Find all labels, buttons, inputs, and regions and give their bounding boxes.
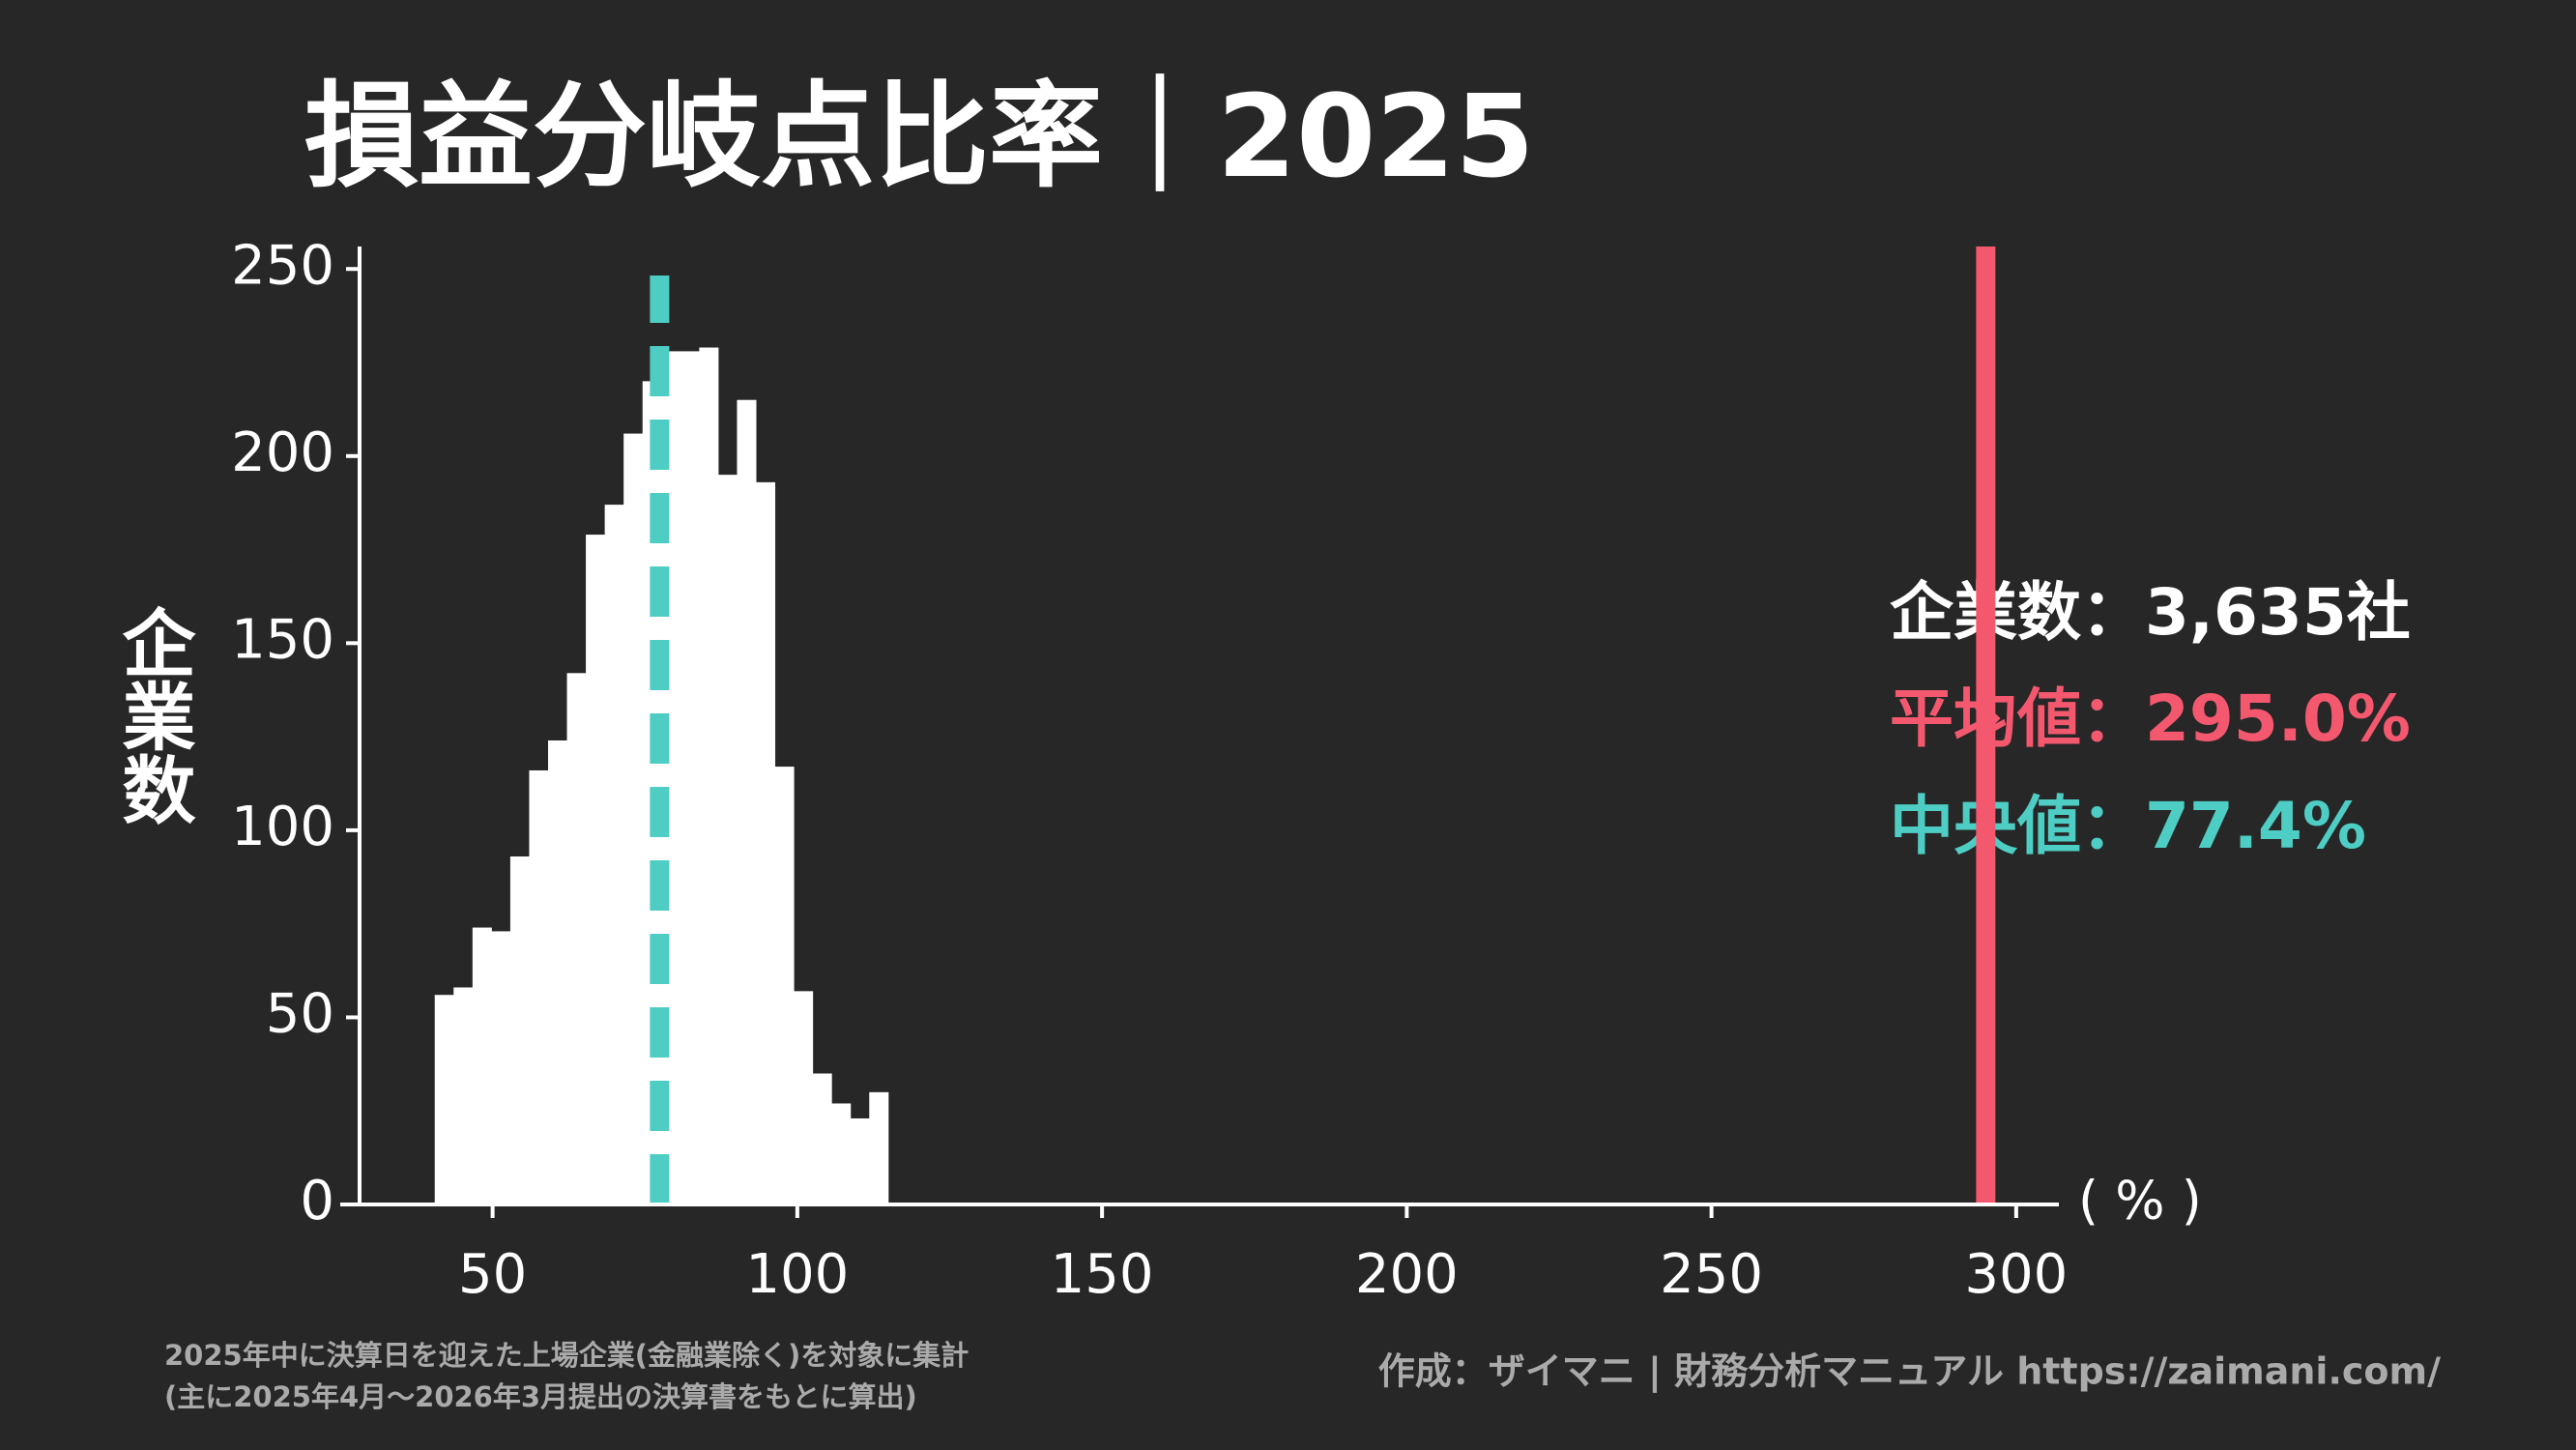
- x-tick-label: 300: [1964, 1243, 2068, 1306]
- footnote: 2025年中に決算日を迎えた上場企業(金融業除く)を対象に集計: [164, 1339, 969, 1372]
- median-annotation: 中央値：77.4%: [1890, 789, 2366, 863]
- x-tick-label: 100: [745, 1243, 849, 1306]
- x-tick-label: 200: [1355, 1243, 1459, 1306]
- bar: [850, 1117, 870, 1204]
- bar: [755, 481, 776, 1204]
- y-tick-label: 200: [231, 421, 334, 484]
- y-tick-label: 100: [231, 796, 334, 858]
- y-tick-label: 50: [266, 983, 334, 1046]
- bar: [737, 399, 757, 1204]
- bar: [794, 991, 814, 1204]
- bar: [509, 856, 530, 1204]
- bar: [717, 475, 738, 1204]
- x-tick-label: 250: [1660, 1243, 1763, 1306]
- mean-annotation: 平均値：295.0%: [1890, 682, 2411, 756]
- y-tick-label: 250: [231, 234, 334, 297]
- x-tick-label: 150: [1051, 1243, 1154, 1306]
- bar: [453, 987, 474, 1204]
- x-tick-label: 50: [458, 1243, 527, 1306]
- bar: [566, 673, 587, 1204]
- count-annotation: 企業数：3,635社: [1890, 575, 2411, 650]
- bar: [812, 1073, 832, 1204]
- bar: [604, 505, 624, 1204]
- bar: [831, 1103, 852, 1204]
- bar: [680, 351, 700, 1204]
- y-tick-label: 0: [300, 1170, 334, 1232]
- chart-title: 損益分岐点比率｜2025: [304, 70, 1534, 203]
- x-axis-unit: ( % ): [2078, 1171, 2202, 1232]
- bar: [699, 347, 719, 1204]
- bar: [623, 433, 644, 1204]
- bar: [869, 1091, 889, 1204]
- bar: [586, 535, 606, 1204]
- bar: [547, 740, 568, 1204]
- credit: 作成：ザイマニ | 財務分析マニュアル https://zaimani.com/: [1378, 1350, 2441, 1394]
- y-axis-label: 企業数: [110, 605, 196, 826]
- bar: [661, 351, 681, 1204]
- bar: [472, 927, 492, 1204]
- bar: [529, 769, 549, 1204]
- y-tick-label: 150: [231, 608, 334, 671]
- bar: [434, 995, 454, 1204]
- footnote: (主に2025年4月〜2026年3月提出の決算書をもとに算出): [164, 1380, 917, 1413]
- bar: [774, 767, 795, 1204]
- bar: [491, 931, 511, 1204]
